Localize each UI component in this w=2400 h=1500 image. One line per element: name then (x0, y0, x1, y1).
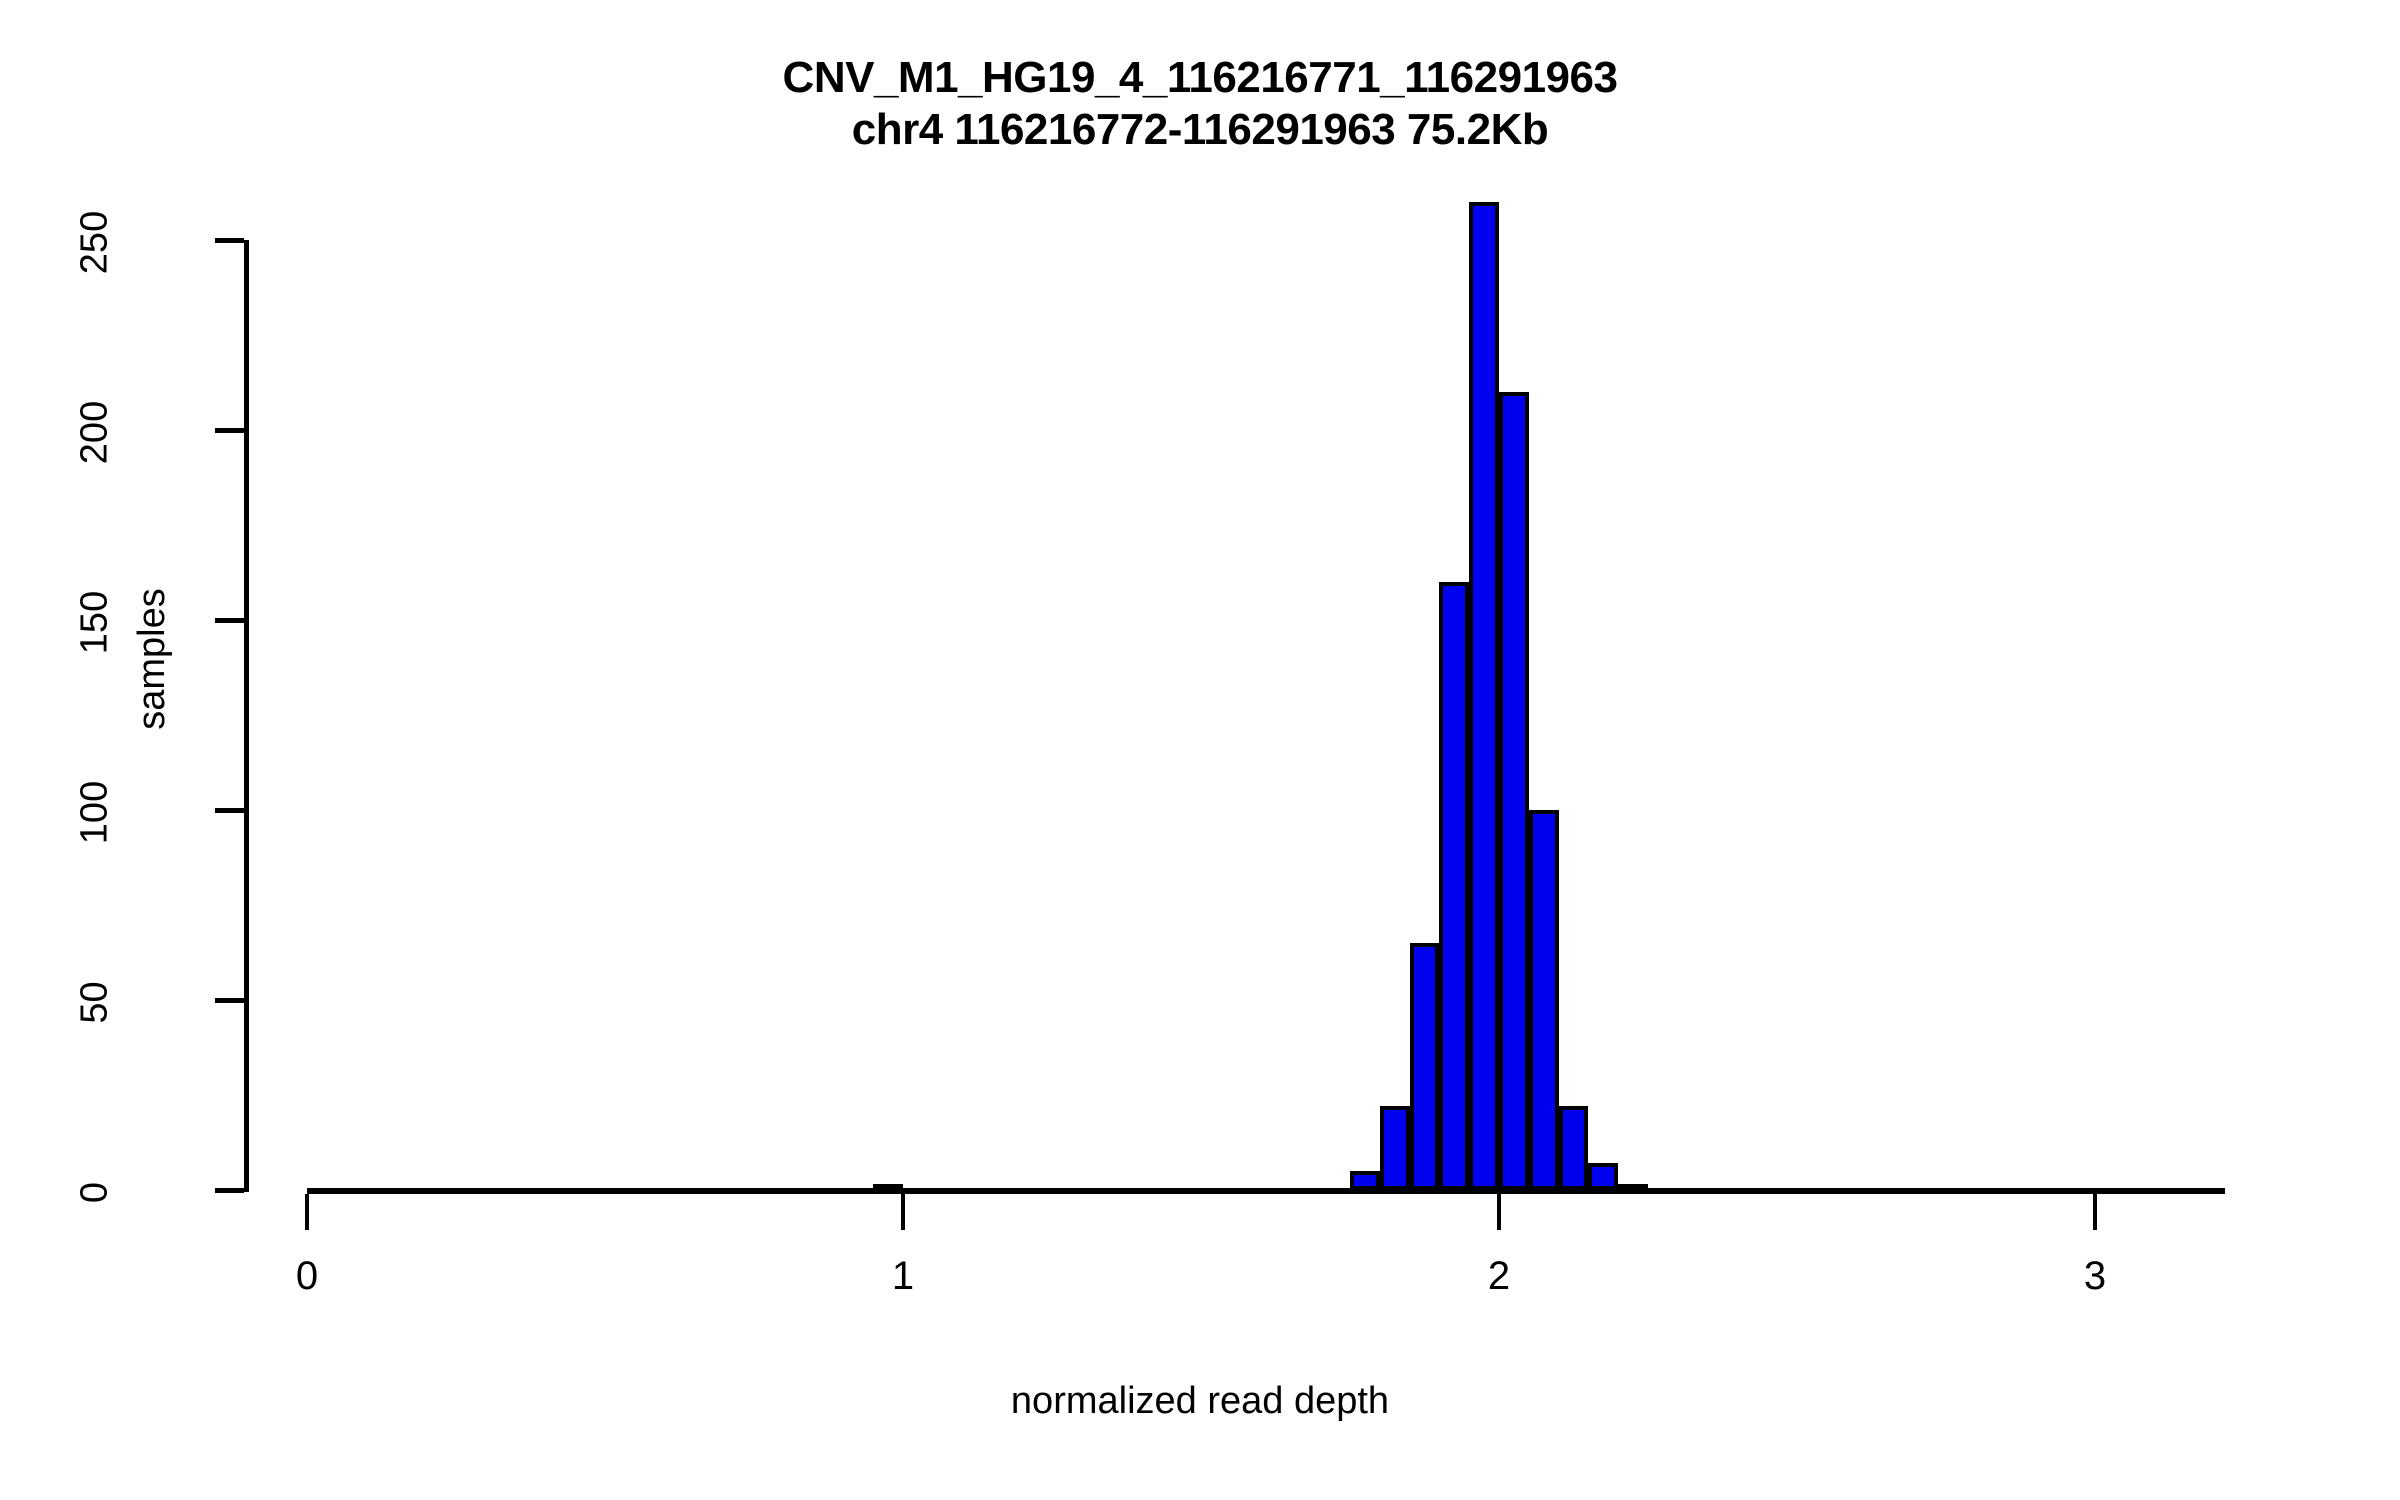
histogram-bar (1439, 582, 1470, 1190)
x-axis-tick (2093, 1194, 2097, 1230)
y-axis-tick (215, 618, 244, 623)
x-axis-label: normalized read depth (1010, 1380, 1390, 1422)
y-axis-tick (215, 1188, 244, 1193)
x-axis-tick-label: 2 (1487, 1254, 1511, 1298)
chart-title: CNV_M1_HG19_4_116216771_116291963 chr4 1… (0, 52, 2400, 156)
x-axis-tick (1497, 1194, 1501, 1230)
chart-title-line-1: CNV_M1_HG19_4_116216771_116291963 (782, 53, 1618, 102)
histogram-bar (1469, 202, 1499, 1190)
x-axis-tick-label: 0 (295, 1254, 319, 1298)
histogram-bar (1409, 943, 1440, 1190)
chart-title-line-2: chr4 116216772-116291963 75.2Kb (851, 104, 1549, 154)
y-axis-tick (215, 808, 244, 813)
y-axis-tick (215, 428, 244, 433)
x-axis-tick-label: 1 (891, 1254, 915, 1298)
histogram-bar (1379, 1106, 1410, 1190)
histogram-bar (873, 1184, 903, 1192)
histogram-bar (1528, 810, 1559, 1190)
y-axis-tick (215, 238, 244, 243)
x-axis-tick (305, 1194, 309, 1230)
y-axis-line (244, 240, 249, 1192)
x-axis-tick-label: 3 (2083, 1254, 2107, 1298)
histogram-bar (1350, 1171, 1380, 1190)
histogram-bar (1588, 1163, 1619, 1190)
histogram-bar (1618, 1184, 1648, 1192)
histogram-bar (1558, 1106, 1589, 1190)
histogram-bar (1499, 392, 1529, 1190)
x-axis-line (307, 1188, 2225, 1194)
x-axis-tick (901, 1194, 905, 1230)
y-axis-tick (215, 998, 244, 1003)
